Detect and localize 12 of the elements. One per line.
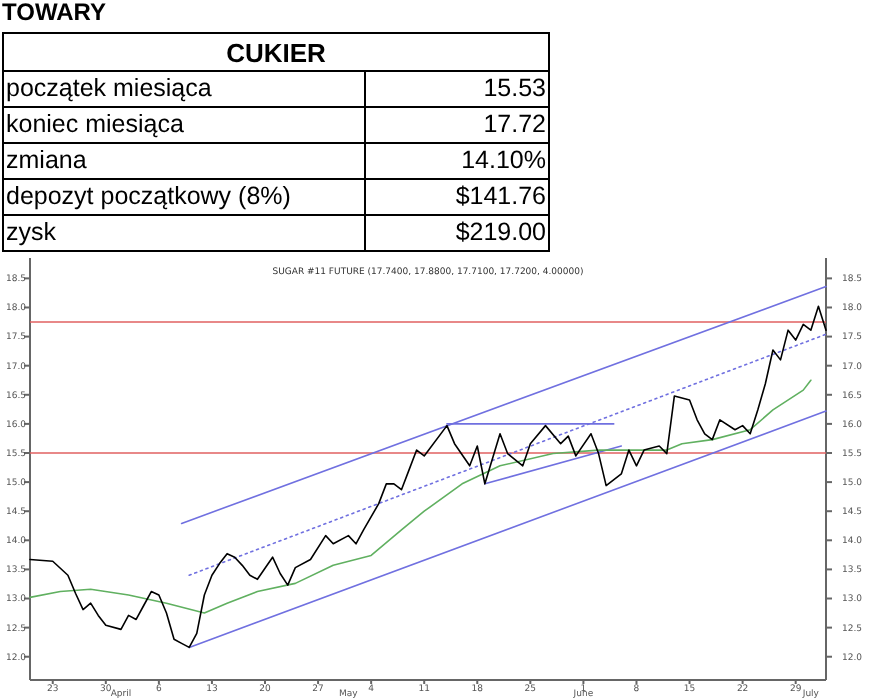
category-label: zmiana	[3, 143, 365, 179]
category-label: zysk	[3, 215, 365, 251]
text: 15.53	[483, 74, 546, 102]
text: CUKIER	[3, 33, 549, 71]
category-label: depozyt początkowy (8%)	[3, 179, 365, 215]
category-label: koniec miesiąca	[3, 107, 365, 143]
text: $141.76	[455, 182, 546, 210]
text: TOWARY	[2, 0, 109, 30]
text: $219.00	[455, 218, 546, 246]
text: 14.10%	[461, 146, 546, 174]
category-label: początek miesiąca	[3, 71, 365, 107]
text: 17.72	[483, 110, 546, 138]
